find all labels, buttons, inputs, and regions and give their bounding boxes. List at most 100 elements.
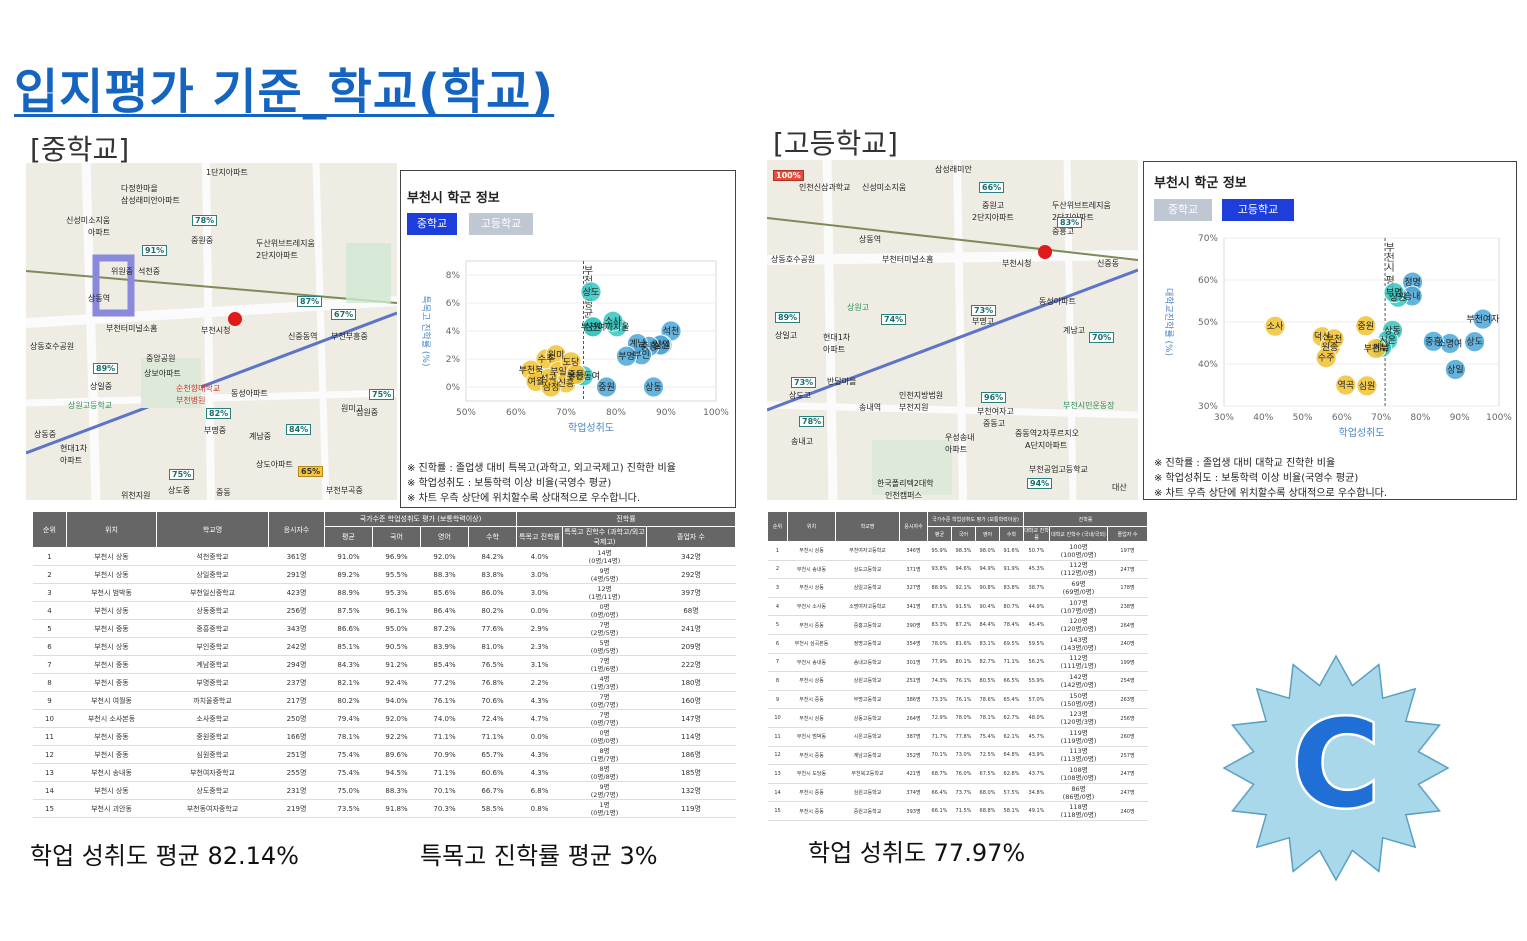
data-point[interactable] xyxy=(580,281,602,303)
table-header: 학교명 xyxy=(156,511,269,548)
map-marker[interactable]: 89% xyxy=(93,363,119,374)
x-axis-label: 학업성취도 xyxy=(1339,426,1385,439)
data-point-label: 상일 xyxy=(1447,364,1464,375)
table-cell: 83.8% xyxy=(468,565,517,584)
middle-school-map[interactable]: 다정한마을 삼성래미안아파트 1단지아파트 신성미소지움 아파트 위원중 석천중… xyxy=(26,163,397,500)
map-marker[interactable]: 82% xyxy=(206,408,232,419)
map-marker[interactable]: 100% xyxy=(773,170,804,181)
data-point[interactable] xyxy=(1383,282,1405,303)
high-achievement-summary: 학업 성취도 77.97% xyxy=(808,839,1026,867)
admission-breakdown: (0명/0명) xyxy=(590,610,619,619)
table-cell: 71.1% xyxy=(420,727,469,746)
tab-high-school[interactable]: 고등학교 xyxy=(1222,199,1294,221)
map-marker[interactable]: 91% xyxy=(142,245,168,256)
data-point[interactable] xyxy=(1315,347,1337,369)
note-line: ※ 학업성취도 : 보통학력 이상 비율(국영수 평균) xyxy=(407,478,612,489)
y-tick-label: 70% xyxy=(1198,234,1218,244)
y-tick-label: 50% xyxy=(1198,318,1218,328)
map-marker[interactable]: 78% xyxy=(192,215,218,226)
map-label: 2단지아파트 xyxy=(256,251,298,260)
table-subheader: 평균 xyxy=(927,526,952,542)
map-label: 신성미소지움 xyxy=(862,183,907,192)
table-cell: 374명 xyxy=(899,783,928,803)
table-cell: 4.7% xyxy=(516,709,563,728)
admission-total: 119명 xyxy=(1069,728,1088,737)
data-point[interactable] xyxy=(565,363,587,385)
map-marker[interactable]: 84% xyxy=(286,424,312,435)
chart-notes: ※ 진학률 : 졸업생 대비 대학교 진학한 비율 ※ 학업성취도 : 보통학력… xyxy=(1154,456,1387,501)
y-axis-label: 대학교진학률 (%) xyxy=(1163,288,1174,356)
data-point[interactable] xyxy=(1356,375,1378,397)
data-point[interactable] xyxy=(1355,315,1377,337)
table-cell: 9 xyxy=(32,691,67,710)
data-point-label: 계남 xyxy=(1373,342,1390,354)
admission-breakdown: (108명/0명) xyxy=(1060,773,1097,782)
map-marker[interactable]: 89% xyxy=(775,312,801,323)
panel-title: 부천시 학군 정보 xyxy=(1154,176,1247,191)
map-marker[interactable]: 83% xyxy=(1057,217,1083,228)
data-point[interactable] xyxy=(616,345,637,367)
map-marker[interactable]: 75% xyxy=(369,389,395,400)
data-point[interactable] xyxy=(1464,331,1486,353)
table-cell: 상일중학교 xyxy=(156,565,269,584)
high-school-map[interactable]: 인천신삼과학교 삼성래미안 신성미소지움 중원고 2단지아파트 두산위브트레지움… xyxy=(767,160,1138,500)
table-cell: 238명 xyxy=(1107,597,1148,617)
map-marker[interactable]: 73% xyxy=(791,377,817,388)
table-cell: 342명 xyxy=(646,547,736,566)
table-cell: 부천북고등학교 xyxy=(835,764,900,784)
data-point[interactable] xyxy=(1264,315,1286,337)
table-cell: 81.0% xyxy=(468,637,517,656)
table-cell: 197명 xyxy=(1107,541,1148,561)
table-cell: 87.5% xyxy=(324,601,373,620)
table-cell-admission-count: 8명 (1명/7명) xyxy=(562,745,647,764)
map-marker[interactable]: 96% xyxy=(981,392,1007,403)
table-row: 15 부천시 중동 중원고등학교 393명 66.1% 71.5% 68.8% 58.1% 49… xyxy=(767,801,1148,821)
table-cell: 199명 xyxy=(1107,653,1148,673)
map-marker[interactable]: 94% xyxy=(1027,478,1053,489)
map-marker[interactable]: 73% xyxy=(971,305,997,316)
map-marker[interactable]: 67% xyxy=(331,309,357,320)
map-marker[interactable]: 75% xyxy=(169,469,195,480)
table-cell-admission-count: 9명 (2명/7명) xyxy=(562,781,647,800)
table-cell: 80.7% xyxy=(999,597,1024,617)
map-marker[interactable]: 70% xyxy=(1089,332,1115,343)
data-point-label: 부천여 xyxy=(581,321,606,333)
table-header: 진학률 xyxy=(515,511,737,527)
tab-high-school[interactable]: 고등학교 xyxy=(469,213,533,235)
tab-middle-school[interactable]: 중학교 xyxy=(1154,199,1212,221)
map-marker[interactable]: 74% xyxy=(881,314,907,325)
data-point[interactable] xyxy=(1323,328,1345,350)
table-cell: 65.4% xyxy=(999,690,1024,710)
table-cell-admission-count: 112명 (111명/1명) xyxy=(1049,653,1108,673)
map-marker[interactable]: 65% xyxy=(298,466,324,477)
tab-middle-school[interactable]: 중학교 xyxy=(407,213,457,235)
map-marker[interactable]: 87% xyxy=(297,296,323,307)
table-cell: 11 xyxy=(767,727,788,747)
table-cell: 6.8% xyxy=(516,781,563,800)
data-point[interactable] xyxy=(596,376,617,398)
table-cell-admission-count: 12명 (1명/11명) xyxy=(562,583,647,602)
data-point[interactable] xyxy=(540,376,562,398)
data-point[interactable] xyxy=(582,316,604,338)
data-point-label: 부명 xyxy=(618,351,635,362)
data-point[interactable] xyxy=(602,310,624,332)
data-point[interactable] xyxy=(1365,338,1387,359)
data-point[interactable] xyxy=(1472,308,1494,330)
table-row: 4 부천시 상동 상동중학교 256명 87.5% 96.1% 86.4% 80.2% 0.0%… xyxy=(32,601,736,620)
data-point[interactable] xyxy=(643,376,664,398)
note-line: ※ 진학률 : 졸업생 대비 특목고(과학고, 외고국제고) 진학한 비율 xyxy=(407,463,676,474)
data-point[interactable] xyxy=(1422,330,1444,352)
map-marker[interactable]: 66% xyxy=(979,182,1005,193)
table-row: 14 부천시 상동 상도중학교 231명 75.0% 88.3% 70.1% 66.7% 6.8… xyxy=(32,781,736,800)
map-label: 신성미소지움 xyxy=(66,216,111,225)
data-point[interactable] xyxy=(1335,374,1357,396)
map-label: 아파트 xyxy=(60,456,83,465)
data-point[interactable] xyxy=(1444,359,1466,380)
table-row: 13 부천시 송내동 부천여자중학교 255명 75.4% 94.5% 71.1% 60.6%… xyxy=(32,763,736,782)
map-label: 반달마을 xyxy=(827,377,857,386)
map-marker[interactable]: 78% xyxy=(799,416,825,427)
admission-breakdown: (119명/0명) xyxy=(1060,736,1097,745)
table-cell: 88.9% xyxy=(324,583,373,602)
table-row: 8 부천시 중동 부명중학교 237명 82.1% 92.4% 77.2% 76.8% 2.2%… xyxy=(32,673,736,692)
table-cell: 86.6% xyxy=(324,619,373,638)
